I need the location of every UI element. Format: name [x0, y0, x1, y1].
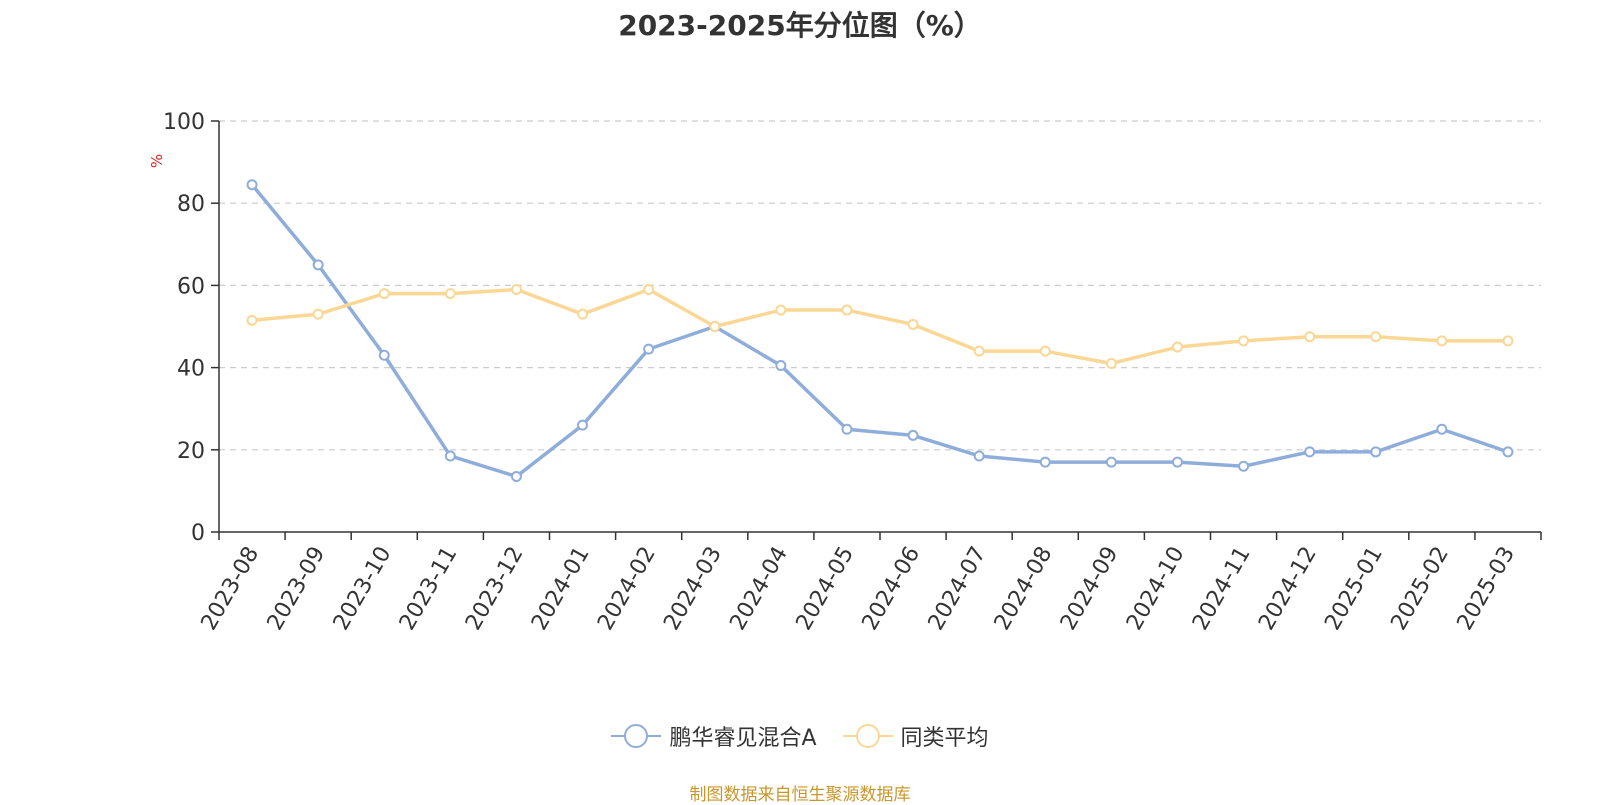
legend: 鹏华睿见混合A 同类平均	[0, 720, 1600, 752]
data-point	[907, 429, 919, 441]
data-point	[1105, 357, 1117, 369]
data-point	[378, 349, 390, 361]
x-tick-label: 2023-08	[197, 543, 265, 635]
x-tick-label: 2024-11	[1188, 543, 1256, 635]
data-point	[312, 308, 324, 320]
data-point	[1039, 456, 1051, 468]
data-point	[973, 345, 985, 357]
data-point	[1171, 456, 1183, 468]
data-point	[1436, 423, 1448, 435]
legend-item-series-2[interactable]: 同类平均	[842, 720, 989, 752]
x-tick-label: 2024-08	[990, 543, 1058, 635]
x-tick-label: 2025-02	[1386, 543, 1454, 635]
data-point	[1304, 446, 1316, 458]
x-tick-label: 2024-09	[1056, 543, 1124, 635]
x-tick-label: 2024-02	[593, 543, 661, 635]
data-point	[444, 450, 456, 462]
x-tick-label: 2023-10	[329, 543, 397, 635]
data-point	[841, 423, 853, 435]
x-tick-label: 2024-04	[725, 543, 793, 635]
data-point	[1039, 345, 1051, 357]
x-tick-label: 2024-06	[858, 543, 926, 635]
source-note: 制图数据来自恒生聚源数据库	[689, 785, 911, 805]
data-point	[1171, 341, 1183, 353]
data-point	[312, 259, 324, 271]
legend-item-series-1[interactable]: 鹏华睿见混合A	[611, 720, 817, 752]
x-tick-label: 2024-05	[791, 543, 859, 635]
x-tick-label: 2024-12	[1254, 543, 1322, 635]
x-tick-label: 2024-01	[527, 543, 595, 635]
legend-label-series-1: 鹏华睿见混合A	[669, 726, 817, 751]
legend-label-series-2: 同类平均	[900, 726, 989, 751]
y-tick-label: 80	[177, 192, 205, 217]
y-axis-label: %	[148, 154, 166, 168]
y-tick-label: 40	[177, 357, 205, 382]
data-point	[775, 304, 787, 316]
x-tick-label: 2023-11	[395, 543, 463, 635]
x-tick-label: 2023-09	[263, 543, 331, 635]
data-point	[1436, 335, 1448, 347]
data-point	[510, 284, 522, 296]
series-line-2	[251, 287, 1508, 366]
series-line-1	[250, 183, 1509, 479]
data-point	[1304, 331, 1316, 343]
chart-title: 2023-2025年分位图（%）	[618, 9, 982, 42]
data-point	[841, 304, 853, 316]
data-point	[246, 179, 258, 191]
data-point	[378, 288, 390, 300]
data-point	[643, 343, 655, 355]
data-point	[1502, 335, 1514, 347]
data-point	[577, 419, 589, 431]
line-chart: 020406080100%2023-082023-092023-102023-1…	[148, 110, 1542, 635]
x-tick-label: 2025-01	[1320, 543, 1388, 635]
legend-line-circle-icon	[611, 724, 662, 748]
x-tick-label: 2024-03	[659, 543, 727, 635]
data-point	[444, 288, 456, 300]
data-point	[1370, 331, 1382, 343]
data-point	[1370, 446, 1382, 458]
legend-line-circle-icon	[842, 724, 893, 748]
y-tick-label: 60	[177, 274, 205, 299]
data-point	[246, 314, 258, 326]
y-tick-label: 100	[163, 110, 205, 135]
data-point	[1105, 456, 1117, 468]
y-tick-label: 20	[177, 439, 205, 464]
data-point	[1238, 460, 1250, 472]
data-point	[709, 321, 721, 332]
data-point	[577, 308, 589, 320]
x-tick-label: 2025-03	[1452, 543, 1520, 635]
data-point	[1238, 335, 1250, 347]
y-tick-label: 0	[191, 521, 205, 546]
data-point	[907, 318, 919, 330]
x-tick-label: 2023-12	[461, 543, 529, 635]
data-point	[775, 360, 787, 372]
x-tick-label: 2024-07	[924, 543, 992, 635]
data-point	[643, 284, 655, 296]
data-point	[1502, 446, 1514, 458]
data-point	[510, 471, 522, 483]
data-point	[973, 450, 985, 462]
x-tick-label: 2024-10	[1122, 543, 1190, 635]
